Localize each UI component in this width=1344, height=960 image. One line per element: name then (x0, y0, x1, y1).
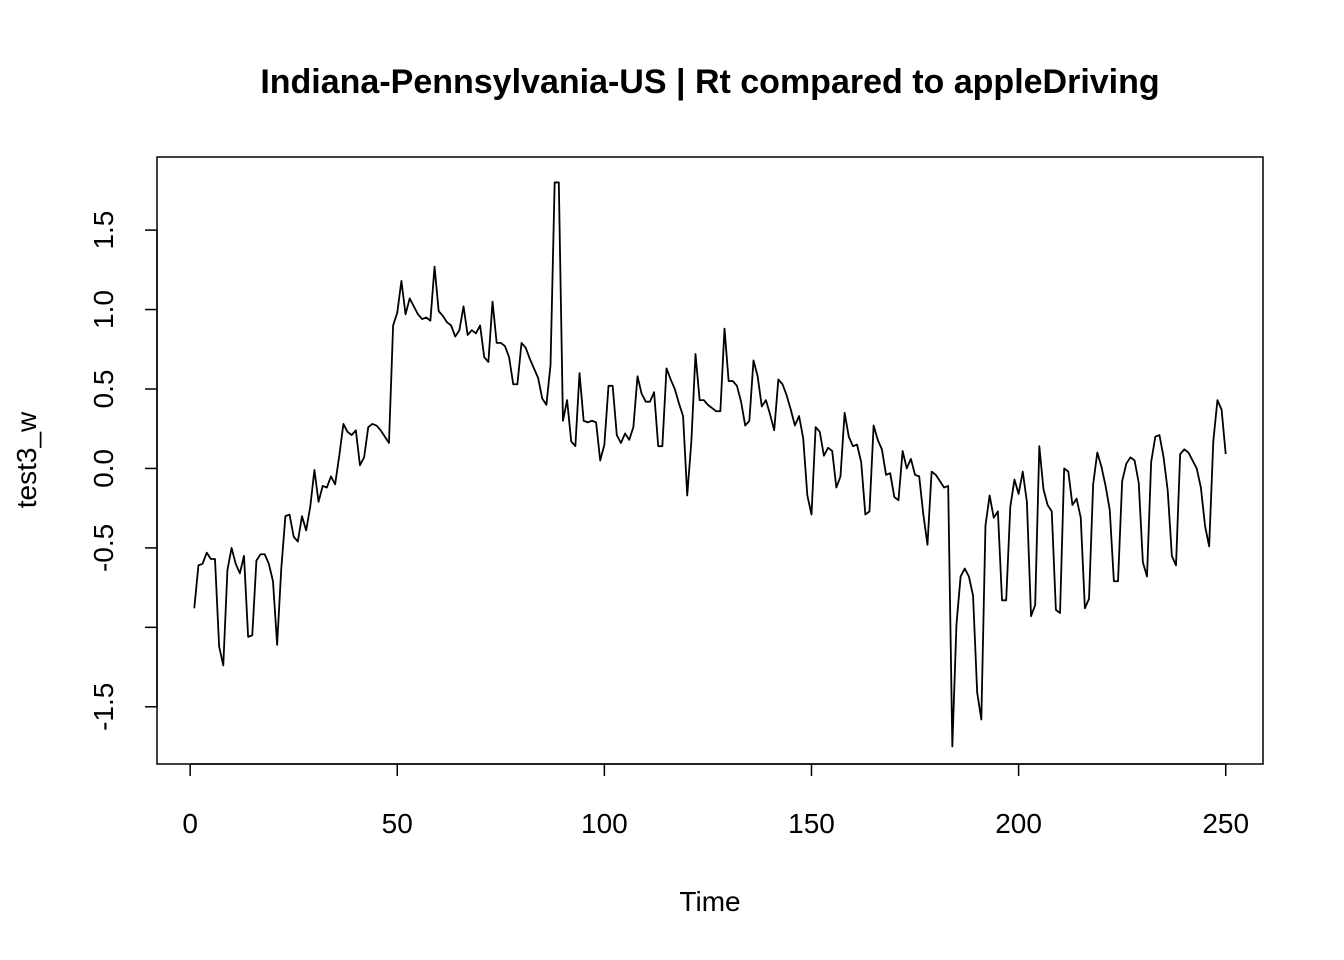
y-axis-label: test3_w (11, 411, 42, 508)
x-tick-label: 50 (382, 808, 413, 839)
y-tick-label: 1.5 (88, 211, 119, 250)
y-tick-label: 0.0 (88, 449, 119, 488)
series-line-1 (193, 181, 1227, 748)
y-tick-label: -1.5 (88, 683, 119, 731)
x-axis: 0 50 100 150 200 250 (182, 763, 1249, 839)
y-tick-label: 0.5 (88, 370, 119, 409)
y-tick-label: -0.5 (88, 524, 119, 572)
series-group (193, 181, 1227, 748)
x-tick-label: 200 (995, 808, 1042, 839)
y-axis: -1.5 -0.5 0.0 0.5 1.0 1.5 (88, 211, 158, 731)
x-tick-label: 250 (1202, 808, 1249, 839)
y-tick-label: 1.0 (88, 290, 119, 329)
x-tick-label: 150 (788, 808, 835, 839)
x-tick-label: 0 (182, 808, 198, 839)
chart-title: Indiana-Pennsylvania-US | Rt compared to… (260, 63, 1159, 101)
x-axis-label: Time (679, 886, 740, 917)
x-tick-label: 100 (581, 808, 628, 839)
